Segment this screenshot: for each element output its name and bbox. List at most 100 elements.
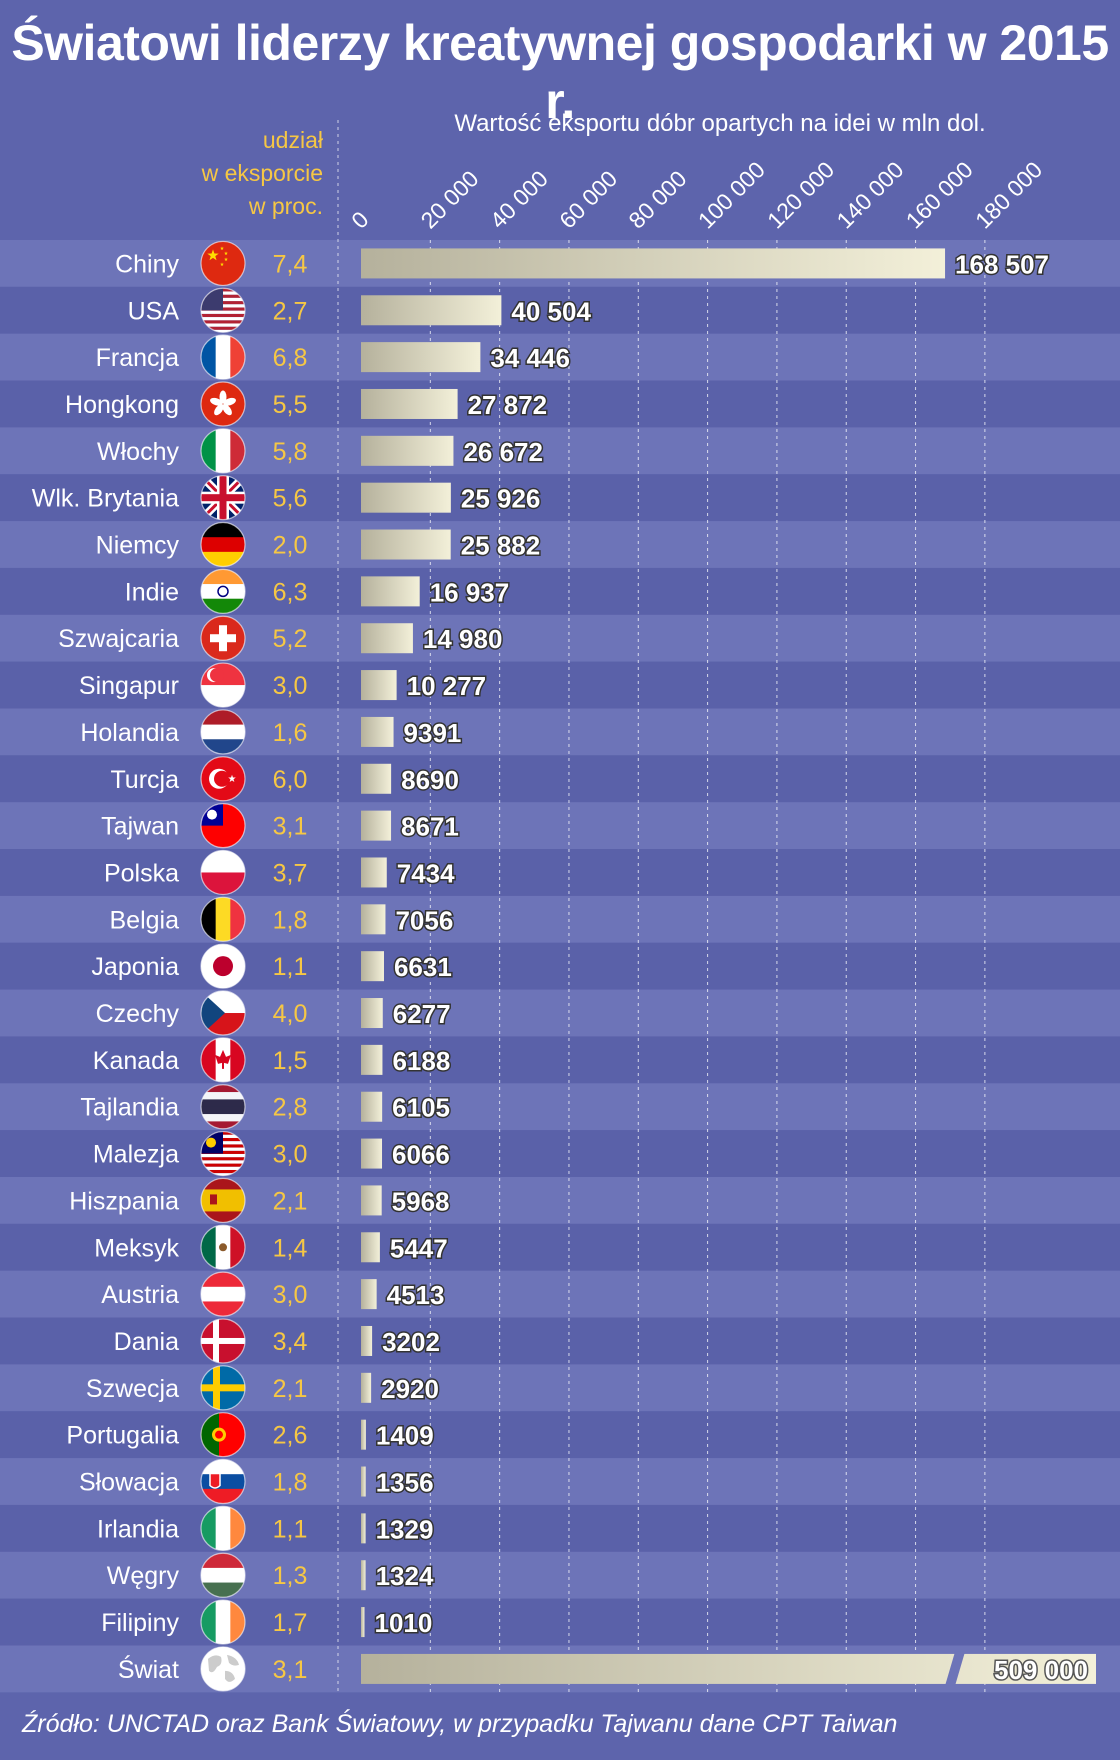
row-band — [0, 989, 1120, 1037]
chart-row: Słowacja 1,8 1356 — [79, 1458, 435, 1505]
chart-row: Tajwan 3,1 8671 — [101, 803, 460, 849]
country-label: Słowacja — [79, 1469, 179, 1497]
taiwan-flag-icon — [200, 803, 246, 849]
singapore-flag-icon — [200, 662, 246, 708]
share-label: 3,0 — [273, 1141, 308, 1169]
row-band — [0, 708, 1120, 756]
country-label: Austria — [101, 1281, 179, 1309]
row-band — [0, 1036, 1120, 1084]
share-label: 5,5 — [273, 391, 308, 419]
chart-title: Światowi liderzy kreatywnej gospodarki w… — [11, 15, 1109, 129]
bar — [361, 1560, 366, 1591]
value-label: 4513 — [387, 1280, 445, 1310]
x-tick-label: 100 000 — [693, 156, 770, 233]
chart-row: Francja 6,8 34 446 — [96, 334, 571, 380]
spain-flag-icon — [200, 1177, 246, 1224]
chart-row: Hiszpania 2,1 5968 — [69, 1177, 451, 1224]
country-label: Chiny — [115, 250, 179, 278]
row-band — [0, 1083, 1120, 1131]
share-label: 1,1 — [273, 1515, 308, 1543]
chart-row: Szwecja 2,1 2920 — [86, 1365, 440, 1411]
source-note: Źródło: UNCTAD oraz Bank Światowy, w prz… — [22, 1710, 898, 1738]
chart-row: Portugalia 2,6 1409 — [66, 1412, 435, 1458]
bar — [361, 295, 502, 326]
share-label: 1,8 — [273, 1469, 308, 1497]
x-tick-label: 160 000 — [901, 156, 978, 233]
country-label: Dania — [114, 1328, 179, 1356]
share-label: 6,0 — [273, 766, 308, 794]
share-label: 1,8 — [273, 906, 308, 934]
value-label: 8690 — [401, 765, 459, 795]
value-label: 27 872 — [468, 390, 548, 420]
netherlands-flag-icon — [200, 709, 246, 755]
bar — [361, 1466, 366, 1497]
row-band — [0, 755, 1120, 803]
chart-row: Indie 6,3 16 937 — [125, 568, 511, 614]
country-label: Turcja — [110, 766, 179, 794]
canada-flag-icon — [200, 1037, 246, 1083]
row-band — [0, 427, 1120, 475]
bar — [361, 482, 451, 513]
x-tick-label: 80 000 — [623, 165, 691, 233]
x-tick-label: 120 000 — [762, 156, 839, 233]
country-label: Belgia — [110, 906, 180, 934]
chart-row: Kanada 1,5 6188 — [93, 1037, 452, 1083]
value-label: 40 504 — [511, 296, 591, 326]
ireland-flag-icon — [200, 1505, 246, 1551]
bar — [361, 904, 386, 935]
sweden-flag-icon — [200, 1365, 246, 1411]
value-label: 1010 — [375, 1608, 433, 1638]
bar — [361, 1279, 377, 1310]
value-label: 25 882 — [461, 531, 541, 561]
austria-flag-icon — [200, 1271, 246, 1317]
row-band — [0, 1598, 1120, 1646]
chart-row: Meksyk 1,4 5447 — [94, 1224, 449, 1270]
row-band — [0, 1223, 1120, 1271]
value-axis-title: Wartość eksportu dóbr opartych na idei w… — [454, 110, 986, 137]
chart-row: USA 2,7 40 504 — [128, 287, 593, 333]
share-label: 1,1 — [273, 953, 308, 981]
share-label: 5,2 — [273, 625, 308, 653]
country-label: Polska — [104, 859, 179, 887]
philippines-flag-icon — [200, 1599, 246, 1645]
country-label: Hiszpania — [69, 1187, 179, 1215]
country-label: Francja — [96, 344, 179, 372]
bar — [361, 1372, 372, 1403]
row-band — [0, 333, 1120, 381]
country-label: Irlandia — [97, 1515, 179, 1543]
hungary-flag-icon — [200, 1552, 246, 1598]
chart-row: Świat 3,1 509 000 — [118, 1646, 1096, 1692]
country-label: Czechy — [96, 1000, 180, 1028]
value-label: 34 446 — [490, 343, 570, 373]
chart-row: Belgia 1,8 7056 — [110, 896, 455, 942]
share-label: 5,6 — [273, 485, 308, 513]
share-label: 2,7 — [273, 297, 308, 325]
row-band — [0, 286, 1120, 334]
country-label: Węgry — [107, 1562, 180, 1590]
share-label: 1,4 — [273, 1234, 308, 1262]
value-label: 5447 — [390, 1233, 448, 1263]
share-label: 2,6 — [273, 1422, 308, 1450]
value-label: 509 000 — [994, 1655, 1088, 1685]
country-label: Włochy — [97, 438, 179, 466]
bar — [361, 576, 420, 607]
bar — [361, 670, 397, 701]
thailand-flag-icon — [200, 1084, 246, 1130]
value-label: 5968 — [392, 1186, 450, 1216]
value-label: 16 937 — [430, 577, 510, 607]
value-label: 3202 — [382, 1327, 440, 1357]
chart-row: Czechy 4,0 6277 — [96, 990, 452, 1036]
row-band — [0, 1270, 1120, 1318]
value-label: 168 507 — [955, 249, 1049, 279]
value-label: 14 980 — [423, 624, 503, 654]
chart-row: Chiny 7,4 168 507 — [115, 240, 1051, 287]
belgium-flag-icon — [200, 896, 246, 942]
value-label: 1356 — [376, 1468, 434, 1498]
india-flag-icon — [200, 568, 246, 614]
row-band — [0, 380, 1120, 428]
france-flag-icon — [200, 334, 246, 380]
chart-row: Singapur 3,0 10 277 — [79, 662, 488, 708]
country-label: Singapur — [79, 672, 179, 700]
chart-row: Holandia 1,6 9391 — [80, 709, 463, 755]
